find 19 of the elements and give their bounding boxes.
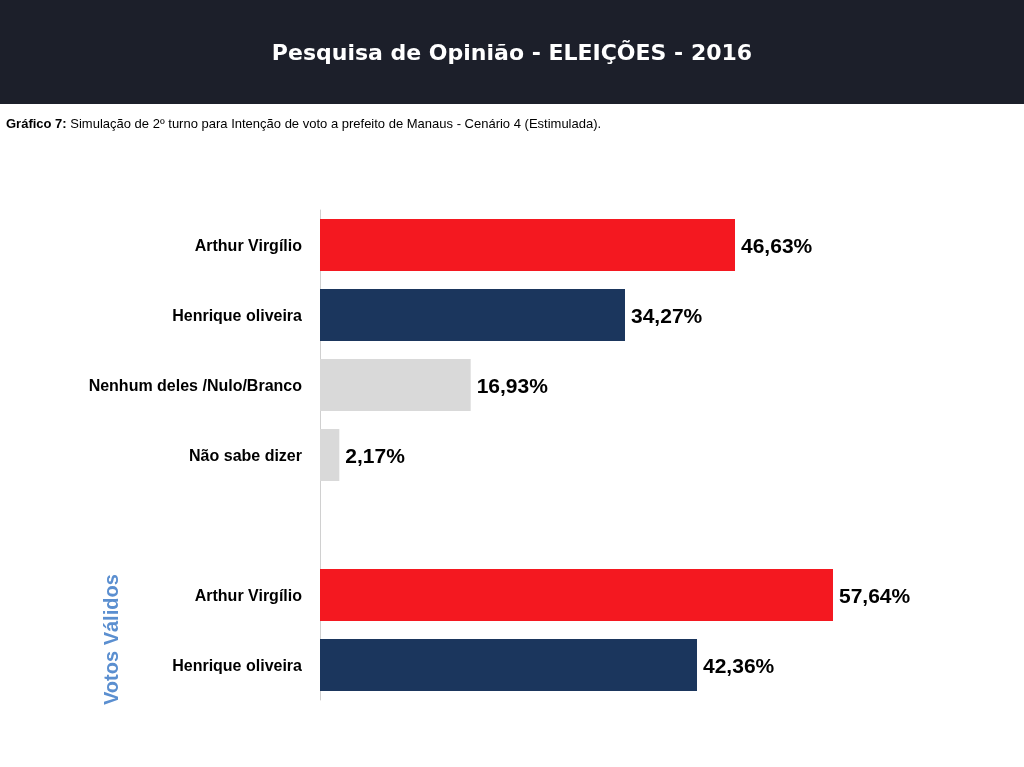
bar	[320, 219, 736, 271]
y-tick-label: Henrique oliveira	[172, 656, 303, 674]
data-label: 57,64%	[839, 583, 911, 607]
chart-title: Pesquisa de Opinião - ELEIÇÕES - 2016	[270, 40, 754, 65]
y-tick-label: Arthur Virgílio	[194, 586, 303, 604]
data-label: 16,93%	[476, 373, 549, 397]
data-label: 42,36%	[703, 653, 775, 677]
data-label: 2,17%	[345, 443, 406, 467]
bar	[320, 639, 697, 691]
data-label: 34,27%	[631, 303, 703, 327]
y-tick-label: Henrique oliveira	[172, 306, 303, 324]
data-label: 46,63%	[741, 233, 813, 257]
bar	[320, 289, 625, 341]
y-tick-label: Nenhum deles /Nulo/Branco	[88, 376, 303, 394]
chart-subtitle: Gráfico 7: Simulação de 2º turno para Intenção de voto a prefeito de Manaus - Cenário 4 (Estimulada).	[6, 116, 602, 131]
y-tick-label: Arthur Virgílio	[194, 236, 303, 254]
text: Votos Válidos	[100, 573, 123, 705]
bar	[320, 569, 833, 621]
y-tick-label: Não sabe dizer	[189, 446, 302, 464]
